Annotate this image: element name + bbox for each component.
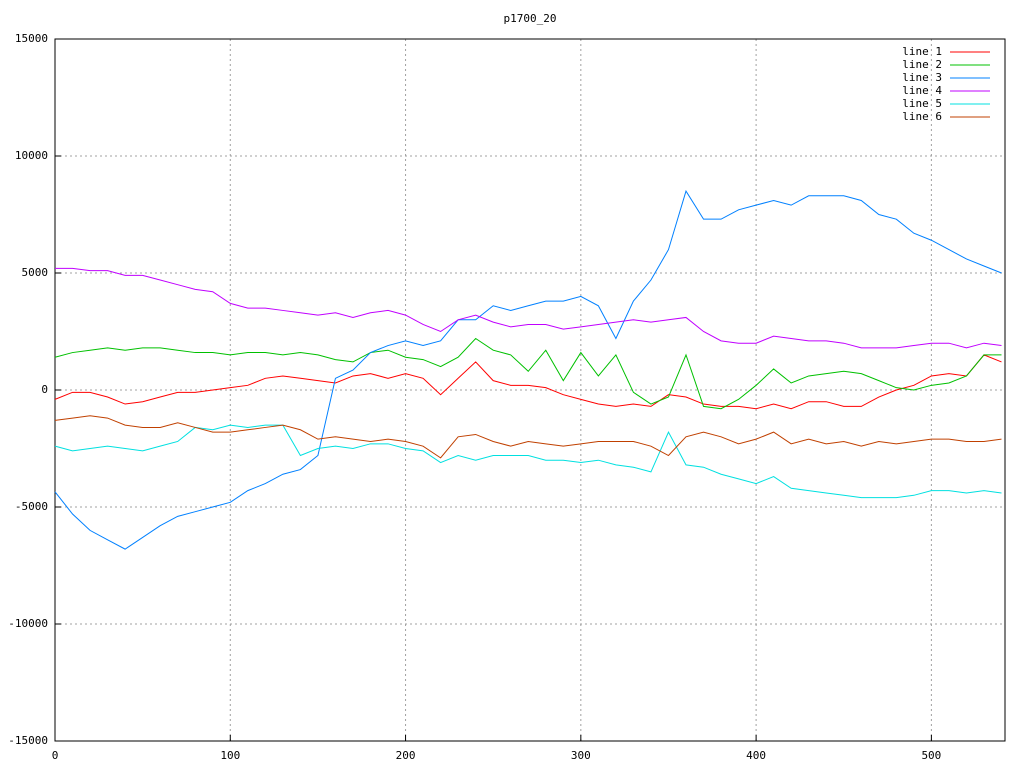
y-tick-label: 0 xyxy=(41,383,48,396)
chart-title: p1700_20 xyxy=(504,12,557,25)
legend-label: line 6 xyxy=(902,110,942,123)
x-tick-label: 0 xyxy=(52,749,59,762)
legend-label: line 4 xyxy=(902,84,942,97)
data-line xyxy=(54,189,1002,550)
data-line xyxy=(54,337,1002,410)
x-tick-label: 500 xyxy=(921,749,941,762)
y-tick-label: -10000 xyxy=(8,617,48,630)
y-tick-label: 5000 xyxy=(22,266,49,279)
data-line xyxy=(54,424,1002,499)
data-line xyxy=(55,267,1002,349)
x-tick-label: 400 xyxy=(746,749,766,762)
y-tick-label: 10000 xyxy=(15,149,48,162)
data-line xyxy=(54,354,1002,410)
plot-frame xyxy=(54,38,1006,742)
legend-label: line 5 xyxy=(902,97,942,110)
x-tick-label: 100 xyxy=(220,749,240,762)
legend-label: line 2 xyxy=(902,58,942,71)
x-tick-label: 200 xyxy=(396,749,416,762)
x-tick-label: 300 xyxy=(571,749,591,762)
legend-label: line 3 xyxy=(902,71,942,84)
data-line xyxy=(54,415,1002,459)
y-tick-label: -15000 xyxy=(8,734,48,747)
y-tick-label: 15000 xyxy=(15,32,48,45)
y-tick-label: -5000 xyxy=(15,500,48,513)
legend-label: line 1 xyxy=(902,45,942,58)
